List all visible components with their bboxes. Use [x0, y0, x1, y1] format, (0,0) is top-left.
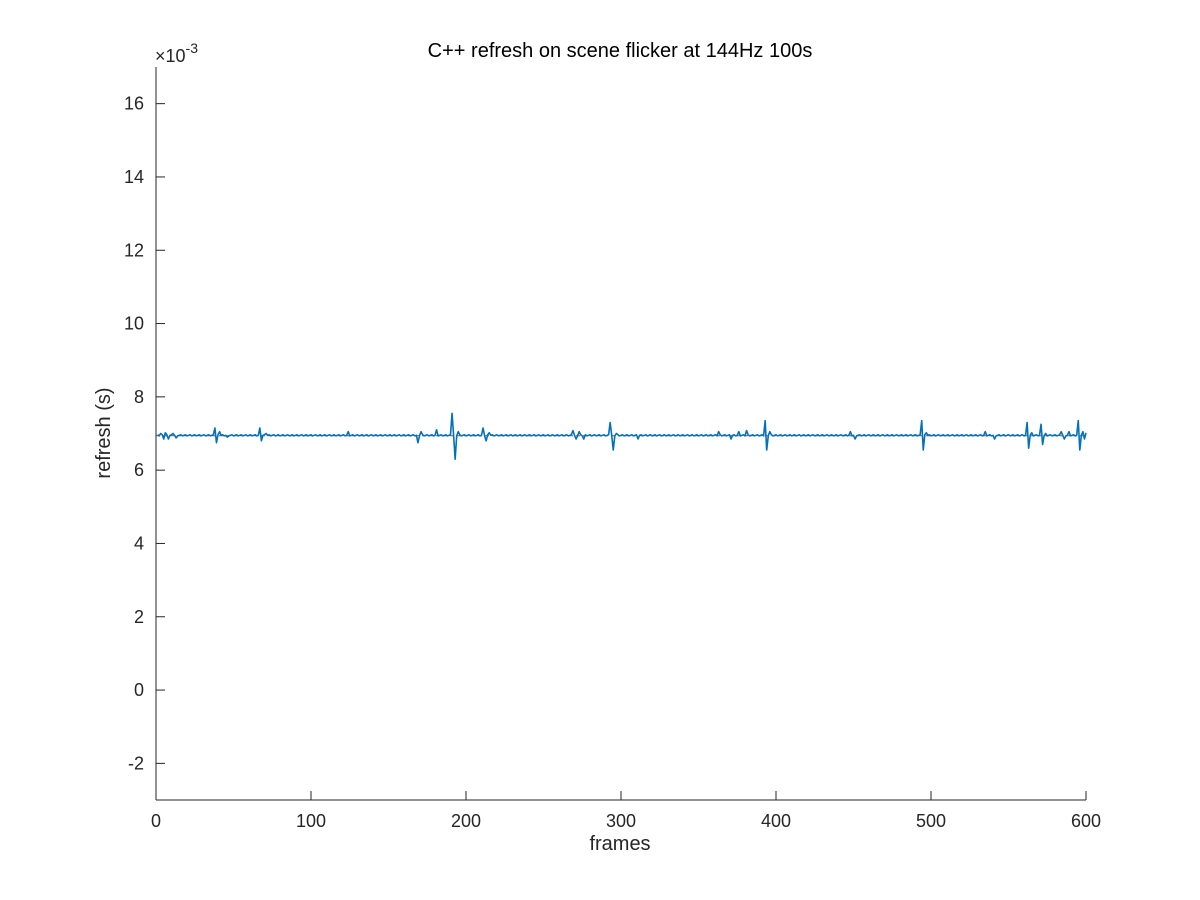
x-tick-label: 300 [606, 811, 636, 831]
x-axis-ticks: 0 100 200 300 400 500 600 [151, 791, 1101, 831]
y-exponent-power: -3 [186, 40, 199, 56]
y-tick-label: 10 [124, 314, 144, 334]
y-exponent-base: ×10 [155, 46, 186, 66]
x-axis-label: frames [589, 833, 650, 855]
plot-area [156, 412, 1087, 460]
y-tick-label: 4 [134, 533, 144, 553]
y-axis-label: refresh (s) [93, 387, 115, 478]
x-tick-label: 100 [296, 811, 326, 831]
x-tick-label: 500 [916, 811, 946, 831]
y-tick-label: 2 [134, 607, 144, 627]
series-line [157, 412, 1087, 460]
y-tick-label: 14 [124, 167, 144, 187]
x-tick-label: 600 [1071, 811, 1101, 831]
x-tick-label: 200 [451, 811, 481, 831]
axes [155, 67, 1086, 801]
y-axis-ticks: -2 0 2 4 6 8 10 12 14 16 [124, 94, 165, 773]
x-tick-label: 0 [151, 811, 161, 831]
y-tick-label: 8 [134, 387, 144, 407]
y-tick-label: 16 [124, 94, 144, 114]
y-tick-label: -2 [128, 753, 144, 773]
chart-title: C++ refresh on scene flicker at 144Hz 10… [428, 40, 813, 62]
y-tick-label: 6 [134, 460, 144, 480]
y-exponent-label: ×10-3 [155, 40, 198, 66]
y-tick-label: 0 [134, 680, 144, 700]
y-tick-label: 12 [124, 240, 144, 260]
x-tick-label: 400 [761, 811, 791, 831]
y-exponent-multiplier: ×10-3 [155, 40, 198, 66]
